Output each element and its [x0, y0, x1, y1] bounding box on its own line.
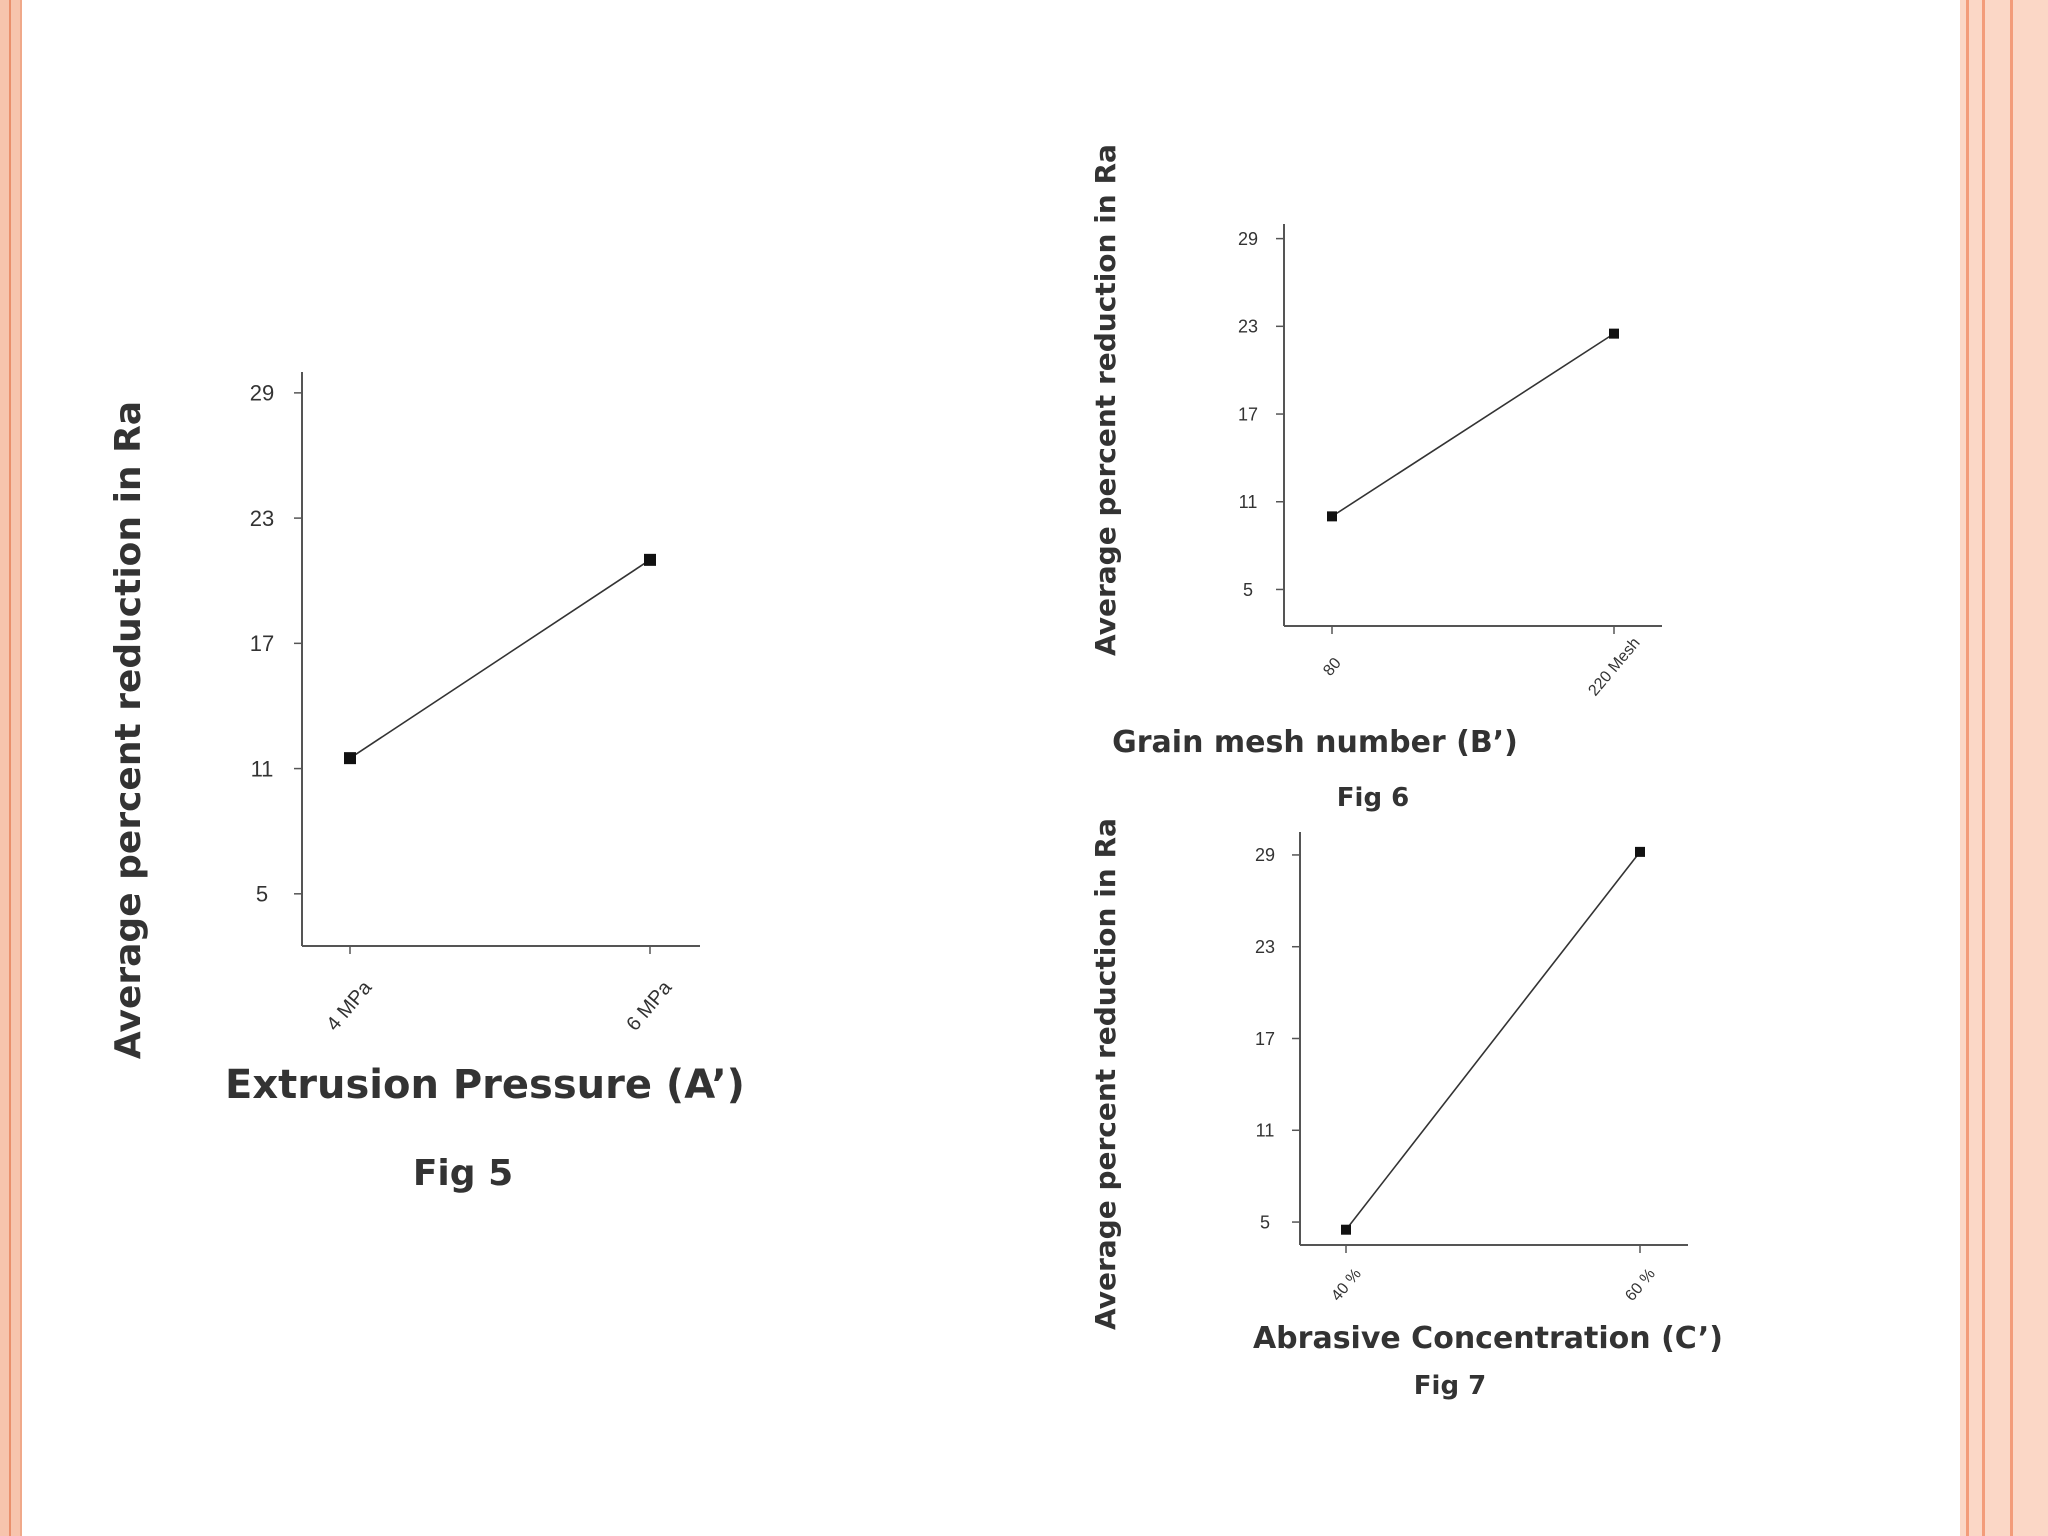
y-axis-label: Average percent reduction in Ra [1089, 144, 1122, 656]
x-tick-label: 80 [1320, 655, 1345, 680]
y-tick-label: 17 [250, 631, 274, 656]
y-tick-label: 5 [1260, 1212, 1270, 1232]
y-tick-label: 17 [1255, 1029, 1275, 1049]
data-point [1327, 511, 1337, 522]
x-tick-label: 4 MPa [322, 976, 377, 1035]
y-axis-label: Average percent reduction in Ra [1089, 818, 1122, 1330]
right-border-stripe [1966, 0, 1969, 1536]
y-tick-label: 29 [1255, 845, 1275, 865]
series-line [349, 559, 651, 759]
y-tick-label: 11 [1239, 492, 1258, 512]
series-line [1345, 851, 1641, 1231]
y-tick-label: 17 [1238, 404, 1258, 424]
x-tick-label: 60 % [1622, 1266, 1658, 1305]
left-border-line [9, 0, 11, 1536]
y-tick-label: 23 [1255, 937, 1275, 957]
right-slide-border [1960, 0, 2048, 1536]
y-tick-label: 11 [1256, 1121, 1275, 1141]
right-border-stripe [2010, 0, 2013, 1536]
right-border-stripe [1982, 0, 1985, 1536]
data-point [344, 752, 356, 765]
figure-caption: Fig 7 [1414, 1371, 1486, 1401]
left-slide-border [0, 0, 22, 1536]
figure-caption: Fig 6 [1337, 783, 1409, 813]
x-axis-label: Extrusion Pressure (A’) [225, 1062, 745, 1108]
y-tick-label: 23 [250, 506, 274, 531]
y-tick-label: 23 [1238, 317, 1258, 337]
figure-caption: Fig 5 [413, 1153, 513, 1194]
y-tick-label: 29 [1238, 229, 1258, 249]
x-tick-label: 40 % [1328, 1266, 1364, 1305]
x-tick-label: 220 Mesh [1585, 635, 1643, 700]
data-point [1609, 328, 1619, 339]
data-point [644, 553, 656, 566]
x-axis-label: Abrasive Concentration (C’) [1253, 1321, 1723, 1356]
y-axis-label: Average percent reduction in Ra [108, 401, 149, 1059]
y-tick-label: 11 [251, 756, 274, 781]
series-line [1331, 332, 1615, 518]
y-tick-label: 29 [250, 381, 274, 406]
y-tick-label: 5 [256, 882, 268, 907]
x-axis-label: Grain mesh number (B’) [1112, 725, 1518, 760]
data-point [1341, 1224, 1351, 1235]
y-tick-label: 5 [1243, 580, 1253, 600]
data-point [1635, 846, 1645, 857]
x-tick-label: 6 MPa [622, 976, 677, 1035]
